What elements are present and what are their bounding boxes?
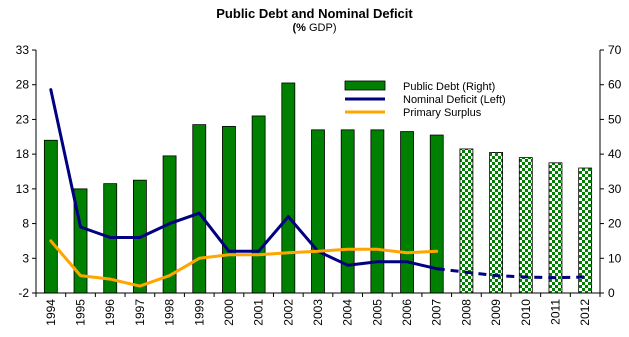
right-tick-label: 60: [608, 78, 622, 92]
subtitle-prefix: (%: [292, 22, 306, 34]
x-tick-label-2000: 2000: [222, 299, 236, 326]
legend-swatch-debt: [344, 80, 386, 91]
chart-subtitle: (% GDP): [0, 22, 629, 34]
left-tick-label: 23: [16, 112, 30, 126]
legend: Public Debt (Right)Nominal Deficit (Left…: [344, 80, 506, 119]
debt-bar-2012: [578, 167, 593, 294]
debt-bar-1999: [192, 124, 207, 294]
legend-label: Public Debt (Right): [403, 81, 495, 93]
left-tick-label: 28: [16, 78, 30, 92]
nominal-deficit-left-line: [49, 88, 439, 271]
x-tick-label-1997: 1997: [133, 299, 147, 326]
x-tick-label-2006: 2006: [400, 299, 414, 326]
debt-bar-2009: [489, 152, 504, 294]
debt-bar-2005: [370, 129, 385, 294]
subtitle-unit: GDP: [309, 22, 333, 34]
right-tick-label: 50: [608, 112, 622, 126]
left-tick-label: 33: [16, 43, 30, 57]
x-tick-label-1996: 1996: [103, 299, 117, 326]
primary-surplus-line: [49, 239, 439, 288]
x-tick-label-2003: 2003: [311, 299, 325, 326]
lines-layer: [49, 88, 586, 288]
legend-label: Primary Surplus: [403, 107, 482, 119]
debt-bar-2002: [281, 82, 296, 294]
debt-bar-1994: [43, 139, 58, 294]
x-tick-label-1998: 1998: [163, 299, 177, 326]
x-tick-label-1995: 1995: [74, 299, 88, 326]
bars-layer: [43, 82, 593, 294]
debt-bar-2000: [222, 125, 236, 294]
debt-bar-2003: [311, 129, 325, 294]
chart-title: Public Debt and Nominal Deficit: [216, 6, 413, 21]
left-tick-label: 13: [16, 182, 30, 196]
debt-bar-2010: [518, 157, 533, 294]
right-tick-label: 30: [608, 182, 622, 196]
x-tick-label-2001: 2001: [252, 299, 266, 326]
legend-label: Nominal Deficit (Left): [403, 94, 506, 106]
right-tick-label: 0: [608, 286, 615, 300]
left-tick-label: 3: [22, 251, 29, 265]
right-tick-label: 70: [608, 43, 622, 57]
x-tick-label-2012: 2012: [578, 299, 592, 326]
left-tick-label: -2: [18, 286, 29, 300]
debt-bar-2006: [400, 131, 414, 294]
x-tick-label-2007: 2007: [430, 299, 444, 326]
x-tick-label-1999: 1999: [192, 299, 206, 326]
right-tick-label: 20: [608, 217, 622, 231]
x-tick-label-2002: 2002: [281, 299, 295, 326]
left-tick-label: 8: [22, 217, 29, 231]
debt-bar-2001: [251, 115, 266, 294]
x-tick-label-2011: 2011: [548, 299, 562, 325]
x-tick-label-2009: 2009: [489, 299, 503, 326]
x-tick-label-1994: 1994: [44, 299, 58, 326]
nominal-deficit-left-projected-line: [436, 267, 586, 280]
x-tick-label-2010: 2010: [519, 299, 533, 326]
left-tick-label: 18: [16, 147, 30, 161]
x-tick-label-2004: 2004: [341, 299, 355, 326]
right-tick-label: 40: [608, 147, 622, 161]
right-tick-label: 10: [608, 251, 622, 265]
debt-bar-2004: [340, 129, 355, 294]
debt-bar-2011: [548, 162, 563, 294]
x-tick-label-2005: 2005: [370, 299, 384, 326]
subtitle-suffix: ): [332, 22, 337, 34]
x-tick-label-2008: 2008: [459, 299, 473, 326]
